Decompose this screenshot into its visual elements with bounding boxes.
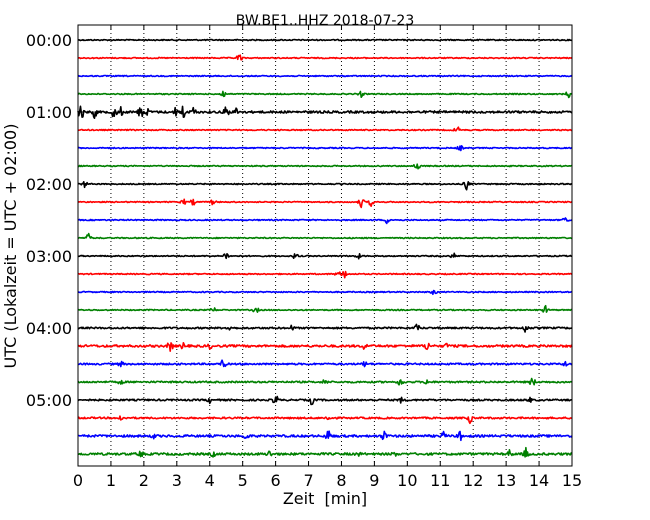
- x-axis-label: Zeit [min]: [283, 489, 367, 508]
- trace-line: [77, 105, 573, 120]
- x-tick-label: 6: [271, 471, 281, 490]
- y-tick-label: 00:00: [26, 31, 72, 50]
- x-tick-label: 0: [73, 471, 83, 490]
- trace-line: [77, 126, 573, 132]
- trace-line: [77, 446, 573, 458]
- x-tick-label: 8: [336, 471, 346, 490]
- x-tick-label: 4: [205, 471, 215, 490]
- trace-line: [77, 54, 573, 61]
- x-tick-label: 13: [496, 471, 516, 490]
- y-tick-label: 05:00: [26, 391, 72, 410]
- trace-line: [77, 198, 573, 209]
- trace-line: [77, 163, 573, 170]
- trace-line: [77, 270, 573, 279]
- trace-line: [77, 415, 573, 425]
- x-tick-label: 2: [139, 471, 149, 490]
- x-tick-label: 11: [430, 471, 450, 490]
- chart-title: BW.BE1..HHZ 2018-07-23: [236, 13, 415, 29]
- x-tick-label: 12: [463, 471, 483, 490]
- x-tick-label: 1: [106, 471, 116, 490]
- x-tick-label: 10: [397, 471, 417, 490]
- trace-line: [77, 377, 573, 386]
- x-tick-label: 14: [529, 471, 549, 490]
- trace-line: [77, 90, 573, 99]
- trace-line: [77, 395, 573, 406]
- trace-line: [77, 323, 573, 333]
- trace-line: [77, 217, 573, 225]
- y-tick-label: 04:00: [26, 319, 72, 338]
- trace-group: [77, 38, 573, 458]
- x-tick-label: 9: [369, 471, 379, 490]
- trace-line: [77, 145, 573, 152]
- trace-line: [77, 180, 573, 191]
- x-axis-ticks: 0 1 2 3 4 5 6 7 8 9 10 11 12 13 14 15: [73, 25, 582, 490]
- x-tick-label: 7: [303, 471, 313, 490]
- trace-line: [77, 252, 573, 260]
- x-tick-label: 3: [172, 471, 182, 490]
- y-axis-label: UTC (Lokalzeit = UTC + 02:00): [1, 124, 20, 369]
- x-tick-label: 15: [562, 471, 582, 490]
- trace-line: [77, 359, 573, 368]
- trace-line: [77, 38, 573, 42]
- y-tick-label: 01:00: [26, 103, 72, 122]
- trace-line: [77, 304, 573, 313]
- x-tick-label: 5: [238, 471, 248, 490]
- trace-line: [77, 232, 573, 240]
- trace-line: [77, 341, 573, 352]
- plot-frame: [77, 24, 573, 467]
- y-tick-label: 02:00: [26, 175, 72, 194]
- trace-line: [77, 289, 573, 296]
- vertical-grid: [110, 25, 540, 466]
- trace-line: [77, 74, 573, 78]
- trace-line: [77, 430, 573, 442]
- y-axis-ticks: 00:00 01:00 02:00 03:00 04:00 05:00: [26, 31, 572, 410]
- y-tick-label: 03:00: [26, 247, 72, 266]
